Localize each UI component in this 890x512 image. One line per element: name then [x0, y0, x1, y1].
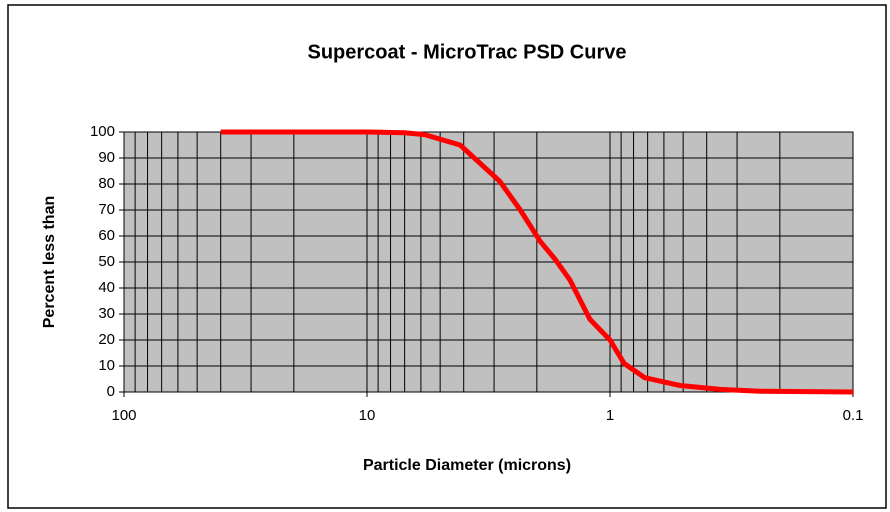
chart-title: Supercoat - MicroTrac PSD Curve — [308, 41, 627, 63]
y-tick-label: 90 — [98, 149, 115, 166]
y-tick-label: 50 — [98, 253, 115, 270]
x-tick-label: 100 — [111, 407, 136, 424]
y-tick-label: 0 — [107, 383, 115, 400]
y-tick-label: 60 — [98, 227, 115, 244]
y-tick-label: 10 — [98, 357, 115, 374]
x-tick-label: 1 — [606, 407, 614, 424]
x-axis-label: Particle Diameter (microns) — [363, 457, 571, 474]
y-tick-label: 30 — [98, 305, 115, 322]
x-tick-label: 10 — [359, 407, 376, 424]
y-tick-label: 20 — [98, 331, 115, 348]
y-tick-label: 40 — [98, 279, 115, 296]
data-line — [220, 129, 854, 395]
y-tick-label: 80 — [98, 175, 115, 192]
x-tick-label: 0.1 — [843, 407, 864, 424]
y-tick-label: 70 — [98, 201, 115, 218]
y-tick-label: 100 — [90, 123, 115, 140]
plot-border — [123, 131, 854, 393]
y-axis-label: Percent less than — [41, 196, 58, 329]
